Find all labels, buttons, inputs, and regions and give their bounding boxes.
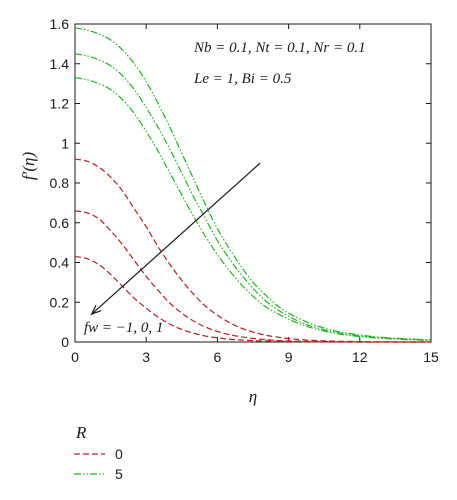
legend-label-r5: 5: [115, 466, 123, 482]
x-tick-label: 9: [285, 349, 293, 365]
arrow-shaft: [91, 162, 261, 315]
params-annotation-2: Le = 1, Bi = 0.5: [193, 71, 292, 87]
y-tick-label: 1.4: [50, 56, 70, 72]
y-axis-label: f′(η): [19, 152, 38, 181]
y-tick-label: 0.6: [50, 215, 70, 231]
series-line: [74, 255, 431, 343]
x-tick-label: 0: [71, 349, 79, 365]
x-tick-label: 6: [214, 349, 222, 365]
x-tick-label: 3: [142, 349, 150, 365]
params-annotation-1: Nb = 0.1, Nt = 0.1, Nr = 0.1: [193, 40, 366, 56]
y-tick-label: 0: [61, 334, 69, 350]
arrow-head: [90, 304, 102, 316]
x-axis-label: η: [249, 387, 257, 406]
legend-label-r0: 0: [115, 446, 123, 462]
series-line: [74, 158, 431, 343]
arrow-label: fw = −1, 0, 1: [84, 320, 163, 336]
series-line: [74, 53, 432, 341]
series-line: [74, 27, 432, 341]
legend-title: R: [75, 423, 87, 442]
x-tick-label: 15: [423, 349, 439, 365]
series-line: [74, 77, 432, 341]
y-tick-label: 1: [61, 135, 69, 151]
y-tick-label: 0.4: [50, 255, 70, 271]
y-tick-label: 1.6: [50, 16, 70, 32]
legend: R 0 5: [74, 423, 123, 482]
series-line: [74, 210, 431, 343]
series-lines: [74, 27, 432, 343]
y-tick-label: 0.2: [50, 294, 70, 310]
x-axis-ticks: 0 3 6 9 12 15: [71, 24, 439, 365]
y-tick-label: 0.8: [50, 175, 70, 191]
y-tick-label: 1.2: [50, 96, 70, 112]
y-axis-ticks: 0 0.2 0.4 0.6 0.8 1 1.2 1.4 1.6: [50, 16, 431, 350]
x-tick-label: 12: [352, 349, 368, 365]
trend-arrow: [90, 162, 261, 316]
